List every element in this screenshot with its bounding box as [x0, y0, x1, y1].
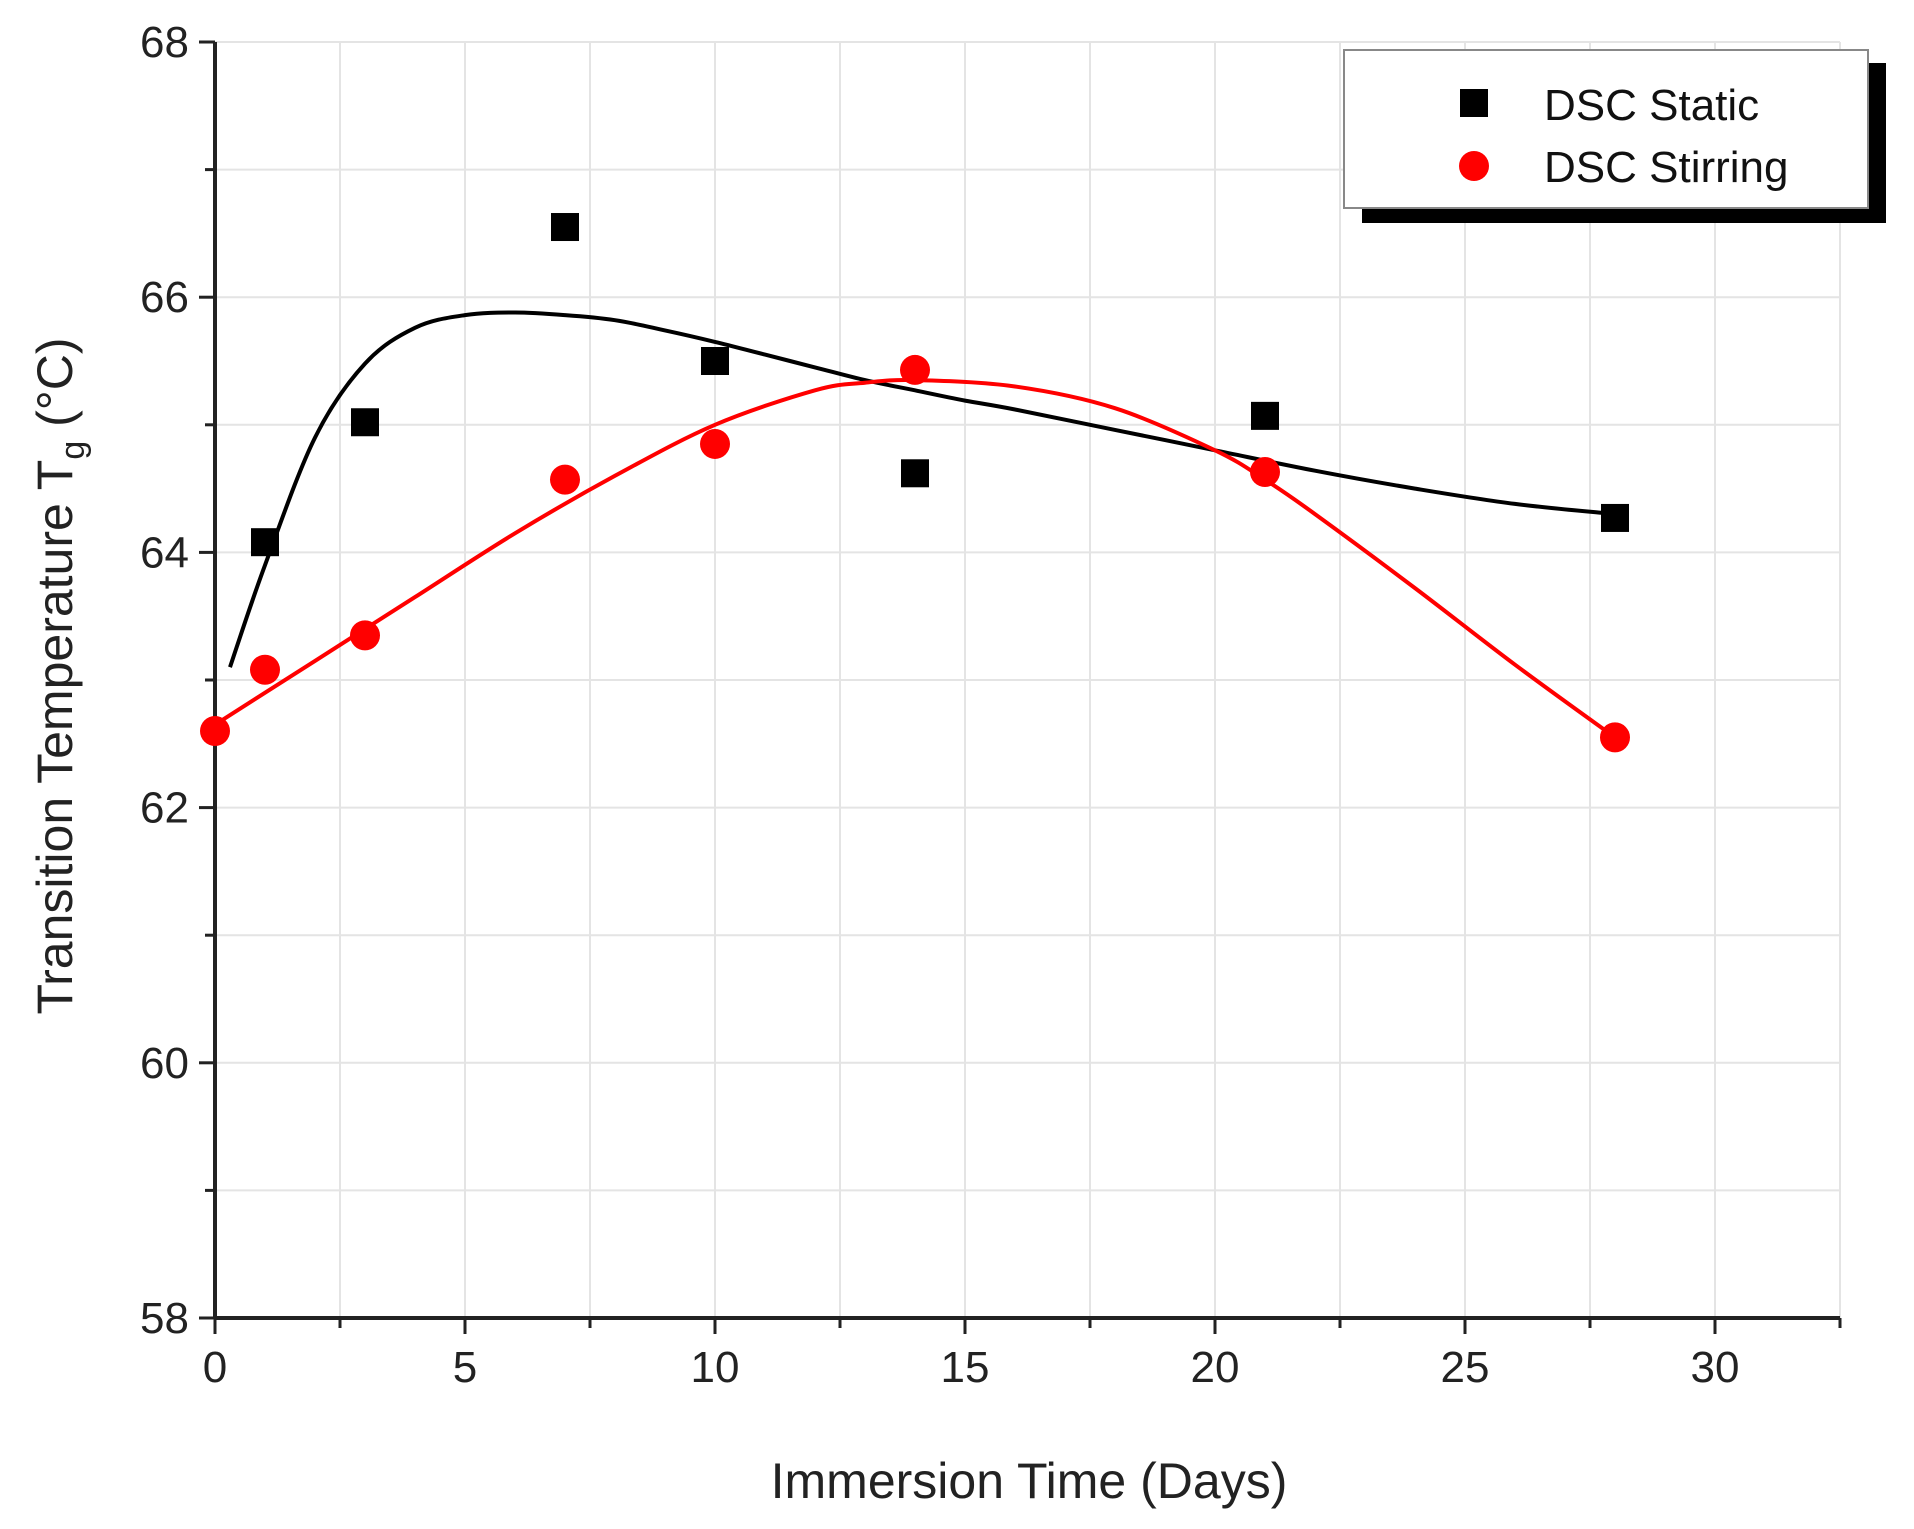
- point-dsc-stirring: [550, 464, 580, 495]
- legend-box: [1343, 49, 1869, 209]
- legend: DSC Static DSC Stirring: [1343, 49, 1886, 223]
- y-axis-title: Transition Temperature Tg (°C): [27, 337, 92, 1014]
- axes: 0 5 10 15 20 25 30 58 60 62 64 66 68: [140, 18, 1842, 1392]
- legend-marker-dsc-stirring: [1459, 151, 1489, 181]
- point-dsc-stirring: [900, 354, 930, 385]
- x-tick-label: 20: [1191, 1343, 1240, 1392]
- y-tick-label: 64: [140, 528, 189, 577]
- y-tick-label: 66: [140, 273, 189, 322]
- x-tick-label: 10: [691, 1343, 740, 1392]
- y-tick-label: 68: [140, 18, 189, 67]
- legend-label-dsc-stirring: DSC Stirring: [1544, 143, 1789, 192]
- grid: [215, 41, 1841, 1318]
- x-tick-label: 25: [1441, 1343, 1490, 1392]
- point-dsc-stirring: [350, 620, 380, 651]
- x-tick-label: 0: [203, 1343, 227, 1392]
- point-dsc-stirring: [250, 654, 280, 685]
- y-tick-label: 62: [140, 784, 189, 833]
- y-tick-label: 60: [140, 1039, 189, 1088]
- point-dsc-static: [1251, 401, 1279, 430]
- fit-curve-dsc-stirring: [213, 377, 1617, 740]
- point-dsc-stirring: [200, 716, 230, 747]
- point-dsc-static: [251, 528, 279, 557]
- data-points: [200, 213, 1630, 753]
- fit-curve-dsc-static: [228, 310, 1616, 668]
- x-tick-label: 15: [941, 1343, 990, 1392]
- point-dsc-stirring: [1250, 457, 1280, 488]
- point-dsc-static: [551, 213, 579, 242]
- y-axis-title-unit: (°C): [27, 337, 83, 440]
- y-axis-title-subscript: g: [54, 441, 92, 460]
- legend-marker-dsc-static: [1460, 89, 1488, 117]
- y-axis-title-main: Transition Temperature T: [27, 460, 83, 1015]
- point-dsc-static: [351, 408, 379, 437]
- point-dsc-static: [901, 459, 929, 488]
- x-tick-label: 30: [1691, 1343, 1740, 1392]
- point-dsc-static: [701, 347, 729, 375]
- x-axis-title: Immersion Time (Days): [771, 1453, 1288, 1509]
- y-tick-label: 58: [140, 1294, 189, 1343]
- point-dsc-static: [1601, 503, 1629, 532]
- legend-label-dsc-static: DSC Static: [1544, 81, 1759, 130]
- x-tick-label: 5: [453, 1343, 477, 1392]
- point-dsc-stirring: [700, 428, 730, 459]
- point-dsc-stirring: [1600, 722, 1630, 753]
